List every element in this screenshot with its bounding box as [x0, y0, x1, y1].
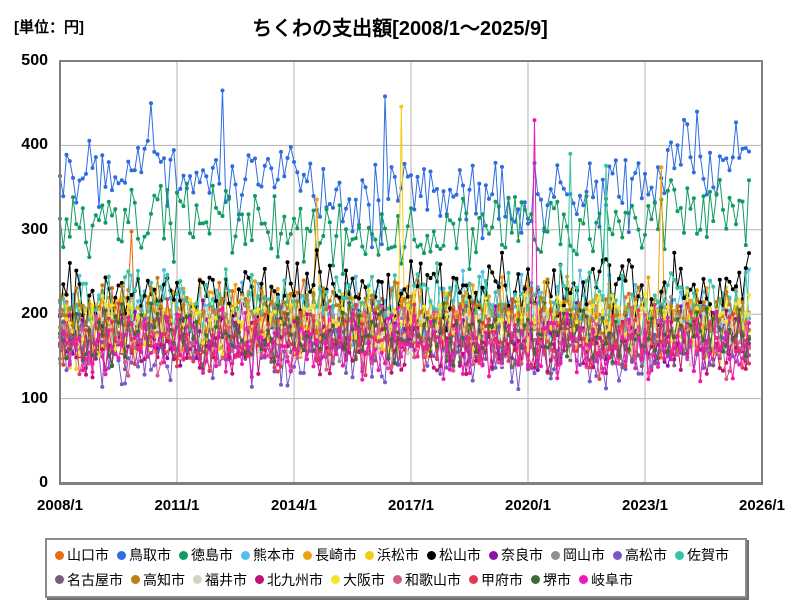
legend-item: 高松市	[613, 543, 667, 567]
legend-label: 浜松市	[377, 547, 419, 563]
x-tick-label: 2026/1	[739, 497, 785, 514]
legend-item: 岐阜市	[579, 568, 633, 592]
legend-marker-icon	[393, 575, 402, 584]
legend-label: 奈良市	[501, 547, 543, 563]
legend-item: 佐賀市	[675, 543, 729, 567]
y-tick-label: 200	[21, 305, 48, 323]
x-tick-label: 2023/1	[622, 497, 668, 514]
legend-label: 松山市	[439, 547, 481, 563]
legend-marker-icon	[193, 575, 202, 584]
legend-marker-icon	[255, 575, 264, 584]
legend-marker-icon	[469, 575, 478, 584]
legend-label: 熊本市	[253, 547, 295, 563]
legend-item: 徳島市	[179, 543, 233, 567]
x-tick-label: 2014/1	[271, 497, 317, 514]
legend-item: 浜松市	[365, 543, 419, 567]
legend-item: 名古屋市	[55, 568, 123, 592]
x-tick-label: 2017/1	[388, 497, 434, 514]
legend-label: 佐賀市	[687, 547, 729, 563]
legend-row: 名古屋市 高知市 福井市 北九州市 大阪市 和歌山市 甲府市 堺市 岐阜市	[55, 568, 739, 593]
y-tick-label: 300	[21, 220, 48, 238]
legend-label: 徳島市	[191, 547, 233, 563]
legend-marker-icon	[131, 575, 140, 584]
legend-label: 大阪市	[343, 571, 385, 588]
legend-label: 甲府市	[481, 571, 523, 588]
legend-label: 和歌山市	[405, 571, 461, 588]
series-岐阜市	[58, 118, 751, 384]
legend-marker-icon	[489, 550, 498, 560]
legend-label: 北九州市	[267, 571, 323, 588]
legend-item: 大阪市	[331, 568, 385, 592]
legend-item: 堺市	[531, 568, 571, 592]
legend-marker-icon	[427, 550, 436, 560]
legend-item: 山口市	[55, 543, 109, 567]
legend-label: 鳥取市	[129, 547, 171, 563]
legend-item: 北九州市	[255, 568, 323, 592]
x-tick-label: 2020/1	[505, 497, 551, 514]
legend-label: 高知市	[143, 571, 185, 588]
legend-marker-icon	[613, 550, 622, 560]
legend-marker-icon	[365, 550, 374, 560]
legend-item: 鳥取市	[117, 543, 171, 567]
legend-item: 高知市	[131, 568, 185, 592]
legend-label: 岐阜市	[591, 571, 633, 588]
legend-marker-icon	[331, 575, 340, 584]
page-title: ちくわの支出額[2008/1〜2025/9]	[252, 18, 548, 40]
legend-item: 福井市	[193, 568, 247, 592]
chart-plot-area	[58, 60, 763, 485]
legend-marker-icon	[675, 550, 684, 560]
y-tick-label: 0	[39, 474, 48, 491]
legend-label: 名古屋市	[67, 571, 123, 588]
legend-label: 福井市	[205, 571, 247, 588]
legend-marker-icon	[531, 575, 540, 584]
series-徳島市	[58, 178, 751, 276]
y-tick-label: 100	[21, 389, 48, 407]
legend: 山口市 鳥取市 徳島市 熊本市 長崎市 浜松市 松山市 奈良市 岡山市 高松市 佐賀市名古屋市 高知市…	[45, 538, 747, 598]
legend-item: 岡山市	[551, 543, 605, 567]
legend-item: 奈良市	[489, 543, 543, 567]
unit-label: [単位：円]	[14, 19, 84, 36]
y-tick-label: 500	[21, 52, 48, 69]
x-tick-label: 2008/1	[37, 497, 83, 514]
legend-label: 堺市	[543, 571, 571, 588]
x-tick-label: 2011/1	[154, 497, 200, 514]
legend-marker-icon	[117, 550, 126, 560]
legend-marker-icon	[551, 550, 560, 560]
legend-row: 山口市 鳥取市 徳島市 熊本市 長崎市 浜松市 松山市 奈良市 岡山市 高松市 佐賀市	[55, 543, 739, 568]
legend-marker-icon	[55, 550, 64, 560]
legend-marker-icon	[179, 550, 188, 560]
legend-marker-icon	[241, 550, 250, 560]
legend-marker-icon	[55, 575, 64, 584]
legend-item: 長崎市	[303, 543, 357, 567]
legend-item: 和歌山市	[393, 568, 461, 592]
series-鳥取市	[58, 88, 751, 250]
legend-marker-icon	[303, 550, 312, 560]
legend-item: 松山市	[427, 543, 481, 567]
legend-label: 岡山市	[563, 547, 605, 563]
legend-marker-icon	[579, 575, 588, 584]
legend-label: 高松市	[625, 547, 667, 563]
legend-item: 甲府市	[469, 568, 523, 592]
y-tick-label: 400	[21, 136, 48, 154]
legend-item: 熊本市	[241, 543, 295, 567]
legend-label: 長崎市	[315, 547, 357, 563]
legend-label: 山口市	[67, 547, 109, 563]
